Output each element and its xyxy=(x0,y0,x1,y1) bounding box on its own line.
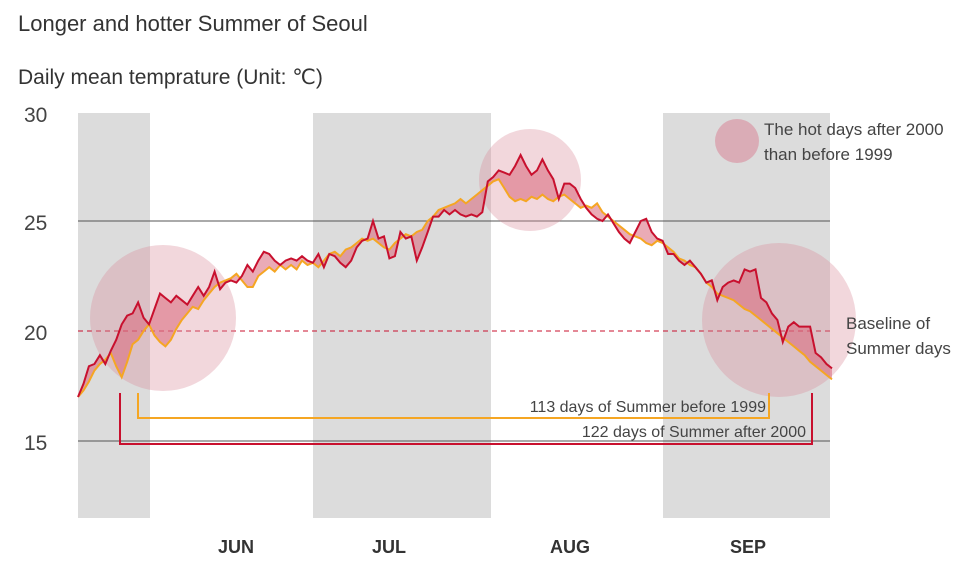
month-bands xyxy=(78,113,830,518)
chart-subtitle: Daily mean temprature (Unit: ℃) xyxy=(18,66,323,89)
month-label-jun: JUN xyxy=(218,537,254,557)
y-axis-ticks: 30 25 20 15 xyxy=(24,104,47,455)
baseline-label-line1: Baseline of xyxy=(846,314,930,333)
y-tick-label: 25 xyxy=(24,212,47,235)
baseline-label: Baseline of Summer days xyxy=(846,314,951,358)
y-tick-label: 20 xyxy=(24,322,47,345)
y-tick-label: 15 xyxy=(24,432,47,455)
band-sep xyxy=(663,113,830,518)
legend-label-line1: The hot days after 2000 xyxy=(764,120,944,139)
month-label-sep: SEP xyxy=(730,537,766,557)
bracket-before-label: 113 days of Summer before 1999 xyxy=(530,399,766,416)
month-label-aug: AUG xyxy=(550,537,590,557)
baseline-label-line2: Summer days xyxy=(846,339,951,358)
band-jul xyxy=(313,113,491,518)
bracket-before-1999: 113 days of Summer before 1999 xyxy=(137,393,770,419)
legend-label-line2: than before 1999 xyxy=(764,145,893,164)
bracket-after-line xyxy=(119,393,813,445)
gridlines xyxy=(78,220,830,442)
x-axis-months: JUN JUL AUG SEP xyxy=(218,537,766,557)
y-tick-label: 30 xyxy=(24,104,47,127)
bracket-before-line xyxy=(137,393,770,419)
series-after-2000-line xyxy=(77,152,833,398)
month-label-jul: JUL xyxy=(372,537,406,557)
bracket-after-2000: 122 days of Summer after 2000 xyxy=(119,393,813,445)
chart-title: Longer and hotter Summer of Seoul xyxy=(18,11,368,36)
legend: The hot days after 2000 than before 1999 xyxy=(715,119,944,164)
bracket-after-label: 122 days of Summer after 2000 xyxy=(582,424,806,441)
legend-swatch xyxy=(715,119,759,163)
hot-circle-sep xyxy=(702,243,856,397)
